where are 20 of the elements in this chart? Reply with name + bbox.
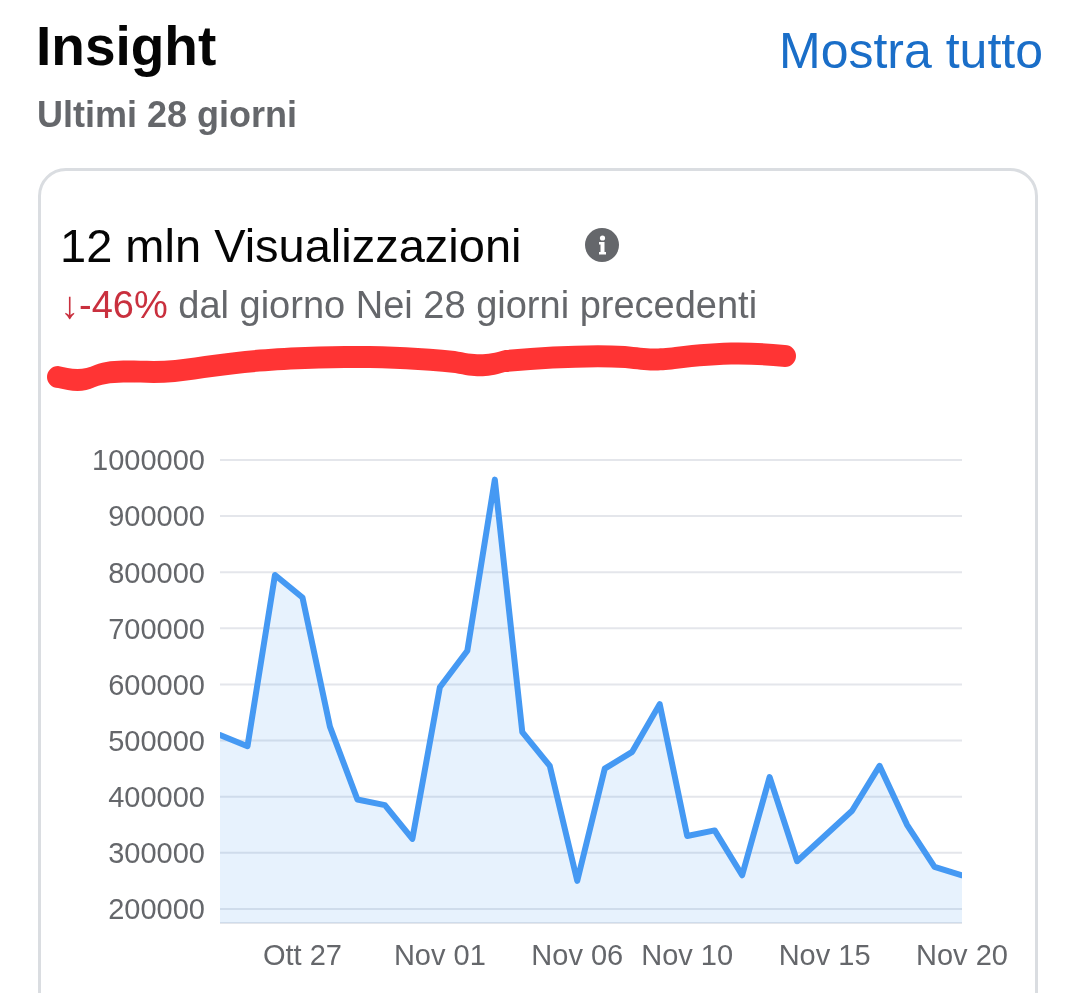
text: 12 mln Visualizzazioni bbox=[60, 219, 522, 272]
y-tick-label: 700000 bbox=[108, 612, 205, 645]
text: Mostra tutto bbox=[779, 23, 1043, 79]
chart-subtitle: Ultimi 28 giorni bbox=[37, 94, 298, 135]
x-tick-label: Nov 15 bbox=[778, 938, 871, 971]
y-tick-label: 500000 bbox=[108, 724, 205, 757]
chart-title: Insight bbox=[36, 15, 217, 77]
x-tick-label: Nov 01 bbox=[393, 938, 486, 971]
x-tick-label: Nov 06 bbox=[531, 938, 624, 971]
y-tick-label: 300000 bbox=[108, 837, 205, 870]
y-tick-label: 600000 bbox=[108, 668, 205, 701]
y-tick-label: 400000 bbox=[108, 781, 205, 814]
text: ↓-46% dal giorno Nei 28 giorni precedenti bbox=[60, 284, 758, 326]
x-tick-label: Nov 10 bbox=[641, 938, 734, 971]
x-tick-label: Nov 20 bbox=[916, 938, 1008, 971]
y-tick-label: 1000000 bbox=[92, 444, 205, 477]
x-tick-label: Ott 27 bbox=[262, 938, 342, 971]
y-tick-label: 200000 bbox=[108, 893, 205, 926]
y-tick-label: 800000 bbox=[108, 556, 205, 589]
y-tick-label: 900000 bbox=[108, 500, 205, 533]
